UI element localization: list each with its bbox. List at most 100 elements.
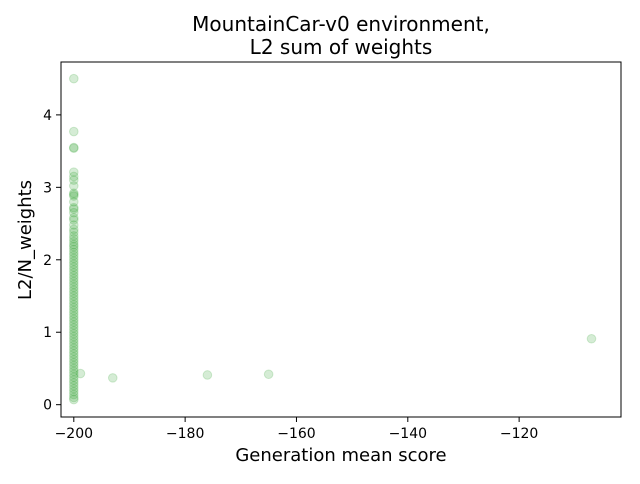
y-tick-label: 0 — [43, 398, 52, 414]
data-point — [69, 394, 79, 405]
data-point — [69, 270, 79, 281]
data-point — [107, 373, 118, 383]
data-point — [69, 291, 79, 301]
data-point — [69, 181, 79, 191]
data-points — [69, 73, 597, 405]
data-point — [69, 231, 79, 241]
data-point — [202, 370, 213, 380]
data-point — [69, 331, 79, 342]
chart-title-line-1: MountainCar-v0 environment, — [192, 12, 490, 36]
data-point — [69, 334, 79, 345]
data-point — [69, 392, 79, 403]
data-point — [69, 167, 79, 177]
plot-area-frame — [60, 61, 622, 418]
y-tick-label: 1 — [43, 325, 52, 341]
data-point — [69, 236, 79, 247]
data-point — [69, 239, 79, 250]
data-point — [69, 302, 79, 313]
y-tick-label: 2 — [43, 253, 52, 269]
data-point — [69, 317, 79, 327]
y-axis-label: L2/N_weights — [15, 180, 36, 300]
data-point — [69, 320, 79, 330]
data-point — [69, 253, 79, 264]
x-tick-label: −120 — [500, 426, 538, 442]
data-point — [69, 354, 79, 365]
data-point — [69, 171, 79, 182]
data-point — [69, 188, 79, 198]
data-point — [69, 328, 79, 339]
data-point — [69, 366, 79, 377]
data-point — [69, 381, 79, 391]
data-point — [69, 204, 79, 214]
data-point — [263, 369, 274, 380]
data-point — [69, 378, 79, 388]
chart-title-line-2: L2 sum of weights — [250, 35, 433, 59]
data-point — [69, 259, 79, 269]
data-point — [69, 250, 79, 261]
data-point — [69, 143, 79, 154]
x-tick-label: −180 — [166, 426, 204, 442]
data-point — [69, 305, 79, 316]
chart-title: MountainCar-v0 environment, L2 sum of we… — [192, 12, 490, 59]
data-point — [69, 233, 79, 244]
data-point — [69, 349, 79, 359]
y-axis: 0 1 2 3 4 — [43, 108, 61, 414]
data-point — [69, 224, 79, 235]
data-point — [69, 375, 79, 385]
data-point — [69, 363, 79, 374]
data-point — [69, 285, 79, 296]
data-point — [69, 337, 79, 348]
data-point — [69, 244, 79, 255]
data-point — [69, 369, 79, 380]
y-tick-label: 3 — [43, 180, 52, 196]
data-point — [69, 142, 79, 153]
data-point — [69, 372, 79, 382]
x-tick-label: −160 — [277, 426, 315, 442]
data-point — [69, 352, 79, 362]
data-point — [69, 265, 79, 275]
data-point — [69, 346, 79, 356]
data-point — [69, 299, 79, 310]
y-tick-label: 4 — [43, 108, 52, 124]
data-point — [69, 268, 79, 278]
data-point — [69, 297, 79, 307]
data-point — [69, 314, 79, 324]
x-axis: −200 −180 −160 −140 −120 — [55, 417, 538, 442]
x-axis-label: Generation mean score — [235, 445, 446, 466]
data-point — [69, 202, 79, 213]
data-point — [69, 325, 79, 336]
data-point — [69, 389, 79, 400]
data-point — [69, 215, 79, 225]
data-point — [69, 241, 79, 252]
data-point — [69, 323, 79, 333]
data-point — [69, 73, 79, 84]
data-point — [69, 212, 79, 223]
data-point — [69, 220, 79, 230]
data-point — [69, 276, 79, 287]
data-point — [75, 368, 86, 379]
data-point — [69, 207, 79, 218]
data-point — [69, 126, 79, 137]
x-tick-label: −140 — [389, 426, 427, 442]
data-point — [69, 273, 79, 284]
data-point — [69, 282, 79, 293]
x-tick-label: −200 — [55, 426, 93, 442]
data-point — [69, 311, 79, 322]
data-point — [69, 189, 79, 200]
data-point — [69, 279, 79, 290]
data-point — [69, 357, 79, 368]
data-point — [69, 340, 79, 351]
data-point — [69, 247, 79, 258]
data-point — [586, 333, 597, 344]
data-point — [69, 256, 79, 267]
data-point — [69, 288, 79, 298]
data-point — [69, 360, 79, 371]
data-point — [69, 383, 79, 394]
data-point — [69, 294, 79, 304]
data-point — [69, 197, 79, 207]
data-point — [69, 191, 79, 201]
data-point — [69, 262, 79, 272]
data-point — [69, 343, 79, 353]
data-point — [69, 175, 79, 185]
